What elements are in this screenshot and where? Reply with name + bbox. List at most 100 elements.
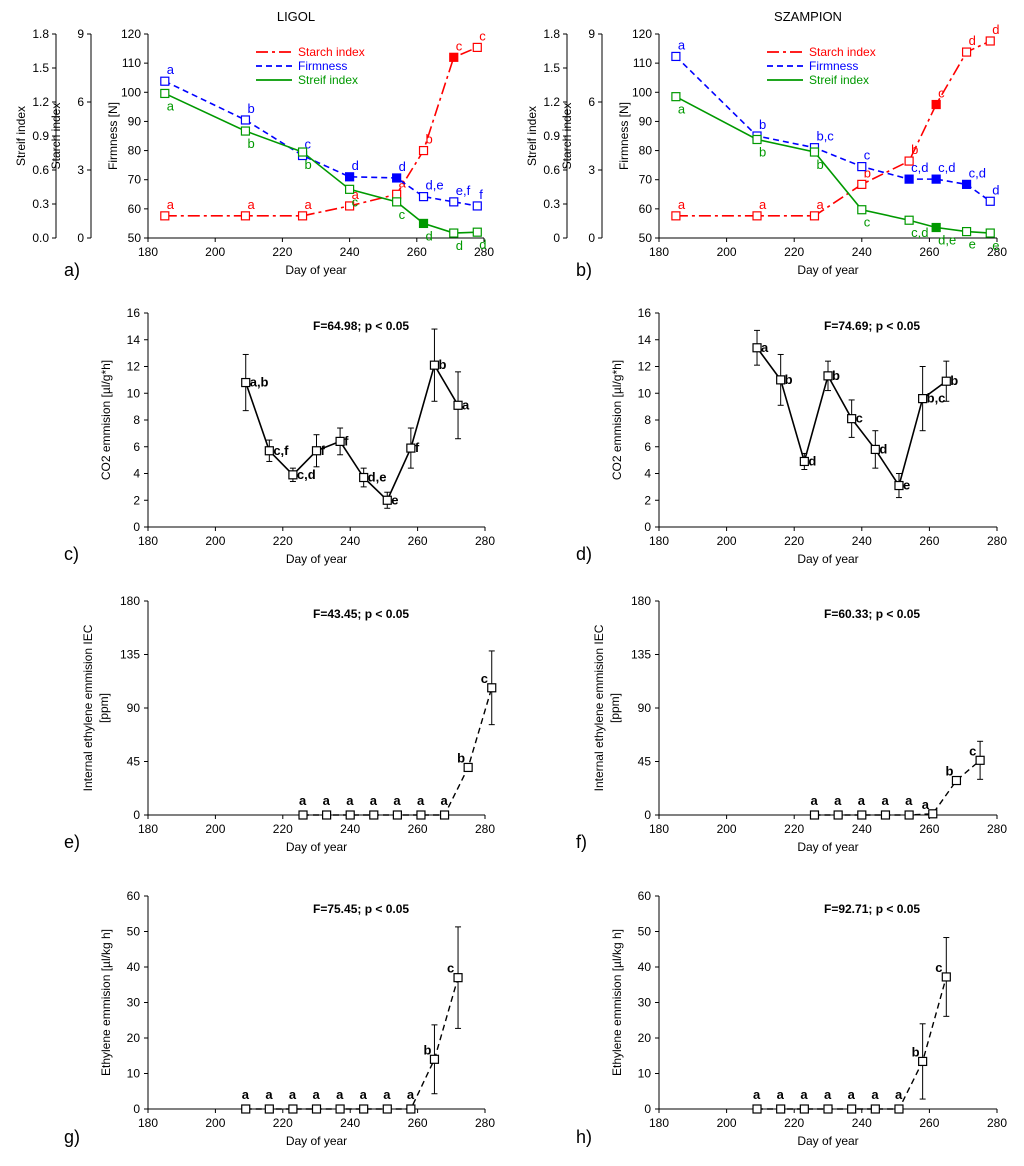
data-point (453, 400, 463, 410)
y-tick-label: 70 (639, 173, 653, 187)
y-tick-label: 0 (553, 231, 560, 245)
data-point (311, 446, 322, 456)
y-tick-label: 10 (127, 386, 141, 400)
x-tick-label: 240 (340, 1116, 360, 1130)
x-tick-label: 240 (852, 245, 872, 259)
significance-label: e (903, 478, 910, 493)
data-point (311, 1104, 322, 1114)
data-point (240, 211, 251, 221)
data-point (288, 470, 298, 480)
significance-label: f (415, 440, 420, 455)
y-tick-label: 1.8 (32, 27, 49, 41)
data-point (857, 810, 867, 820)
x-tick-label: 200 (717, 1116, 737, 1130)
x-tick-label: 200 (205, 822, 225, 836)
panel-letter: h) (576, 1127, 592, 1147)
data-point (240, 115, 251, 125)
y-tick-label: 1.5 (32, 61, 49, 75)
data-point (345, 184, 355, 194)
significance-label: a (777, 1087, 785, 1102)
significance-label: a (753, 1087, 761, 1102)
x-tick-label: 180 (649, 245, 669, 259)
x-tick-label: 280 (987, 1116, 1007, 1130)
y-tick-label: 60 (638, 889, 652, 903)
significance-label: c,d (911, 160, 928, 175)
significance-label: b (426, 132, 433, 147)
y-axis-label-firmness: Firmness [N] (617, 102, 631, 170)
data-point (671, 211, 681, 221)
data-point (799, 1104, 809, 1114)
y-tick-label: 6 (588, 95, 595, 109)
data-point (752, 211, 762, 221)
f-statistic-annotation: F=92.71; p < 0.05 (824, 902, 920, 916)
y-tick-label: 135 (631, 648, 651, 662)
x-tick-label: 180 (138, 822, 158, 836)
x-tick-label: 280 (475, 822, 495, 836)
y-tick-label: 3 (77, 163, 84, 177)
y-tick-label: 0.3 (32, 197, 49, 211)
series-line-streif-index (675, 95, 991, 234)
significance-label: b (423, 1042, 431, 1057)
y-tick-label: 120 (121, 27, 141, 41)
significance-label: a (167, 197, 175, 212)
x-tick-label: 200 (205, 1116, 225, 1130)
significance-label: a (393, 793, 401, 808)
y-axis-label: Internal ethylene emmision IEC (592, 624, 606, 791)
significance-label: b (945, 764, 953, 779)
y-tick-label: 12 (638, 360, 652, 374)
x-tick-label: 280 (475, 534, 495, 548)
legend-item: Firmness (298, 59, 347, 73)
significance-label: a (407, 1087, 415, 1102)
data-point (918, 394, 928, 404)
significance-label: b (247, 136, 254, 151)
data-point (918, 1056, 928, 1067)
significance-label: a (370, 793, 378, 808)
y-tick-label: 1.8 (543, 27, 560, 41)
y-tick-label: 2 (644, 493, 651, 507)
y-tick-label: 8 (644, 413, 651, 427)
y-tick-label: 10 (127, 1067, 141, 1081)
significance-label: b (305, 157, 312, 172)
significance-label: a (167, 98, 175, 113)
significance-label: a (167, 62, 175, 77)
y-tick-label: 4 (133, 467, 140, 481)
data-point (752, 134, 762, 145)
y-tick-label: 180 (631, 594, 651, 608)
data-point (463, 762, 473, 773)
data-point (335, 1104, 345, 1114)
data-point (870, 444, 880, 455)
data-point (809, 810, 820, 820)
data-point (823, 1104, 833, 1114)
significance-label: a (834, 793, 842, 808)
significance-label: a (346, 793, 354, 808)
legend-item: Streif index (298, 73, 358, 87)
y-tick-label: 20 (127, 1031, 141, 1045)
significance-label: a (895, 1087, 903, 1102)
data-point (799, 456, 809, 467)
data-point (857, 205, 867, 215)
significance-label: b (950, 373, 958, 388)
panel-b: SZAMPION 0 0.3 0.6 0.9 1.2 1.5 1.8 Streif index 0… (525, 9, 1007, 280)
significance-label: a (352, 187, 360, 202)
significance-label: a (922, 797, 930, 812)
panel-letter: a) (64, 260, 80, 280)
significance-label: a (289, 1087, 297, 1102)
significance-label: a (360, 1087, 368, 1102)
significance-label: d (992, 22, 999, 37)
series-line-streif-index (164, 92, 478, 234)
x-tick-label: 220 (784, 534, 804, 548)
data-point (961, 179, 972, 189)
y-tick-label: 60 (128, 202, 142, 216)
y-tick-label: 20 (638, 1031, 652, 1045)
significance-label: d (456, 238, 463, 253)
x-tick-label: 180 (138, 534, 158, 548)
significance-label: b (832, 368, 840, 383)
significance-label: a (305, 197, 313, 212)
y-tick-label: 3 (588, 163, 595, 177)
significance-label: c (305, 137, 312, 152)
y-tick-label: 45 (638, 755, 652, 769)
data-point (382, 495, 392, 505)
significance-label: d (879, 441, 887, 456)
x-tick-label: 240 (852, 1116, 872, 1130)
